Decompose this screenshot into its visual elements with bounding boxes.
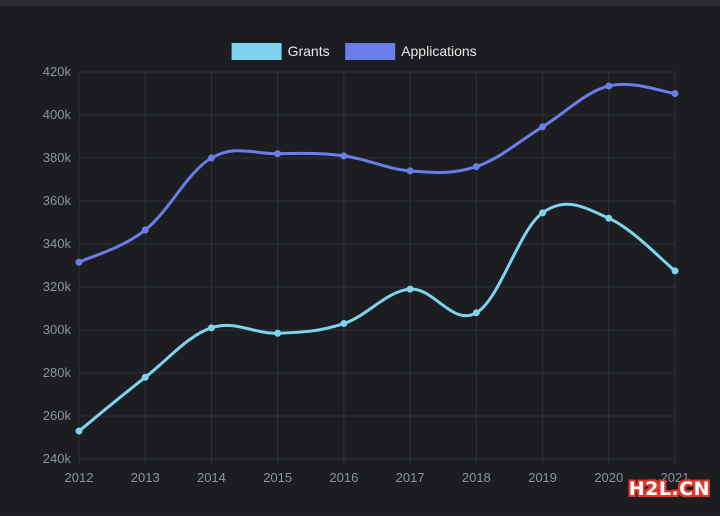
data-point-applications — [75, 258, 83, 266]
x-tick-label: 2017 — [396, 470, 425, 485]
y-tick-label: 240k — [43, 451, 72, 466]
x-tick-label: 2013 — [131, 470, 160, 485]
line-chart: Grants Applications 240k 260k 280k 300k 320k 3… — [43, 43, 690, 485]
data-point-grants — [340, 320, 348, 328]
axes: 240k 260k 280k 300k 320k 340k 360k 380k 400k 420k… — [43, 64, 690, 485]
data-point-grants — [605, 214, 613, 222]
legend-label-grants: Grants — [288, 43, 330, 59]
x-tick-label: 2018 — [462, 470, 491, 485]
x-tick-label: 2014 — [197, 470, 226, 485]
data-point-applications — [671, 90, 679, 97]
data-point-grants — [539, 209, 547, 217]
y-tick-label: 320k — [43, 279, 72, 294]
x-tick-label: 2020 — [594, 470, 623, 485]
y-tick-label: 280k — [43, 365, 72, 380]
legend: Grants Applications — [231, 43, 477, 60]
x-tick-label: 2015 — [263, 470, 292, 485]
data-point-applications — [539, 123, 547, 131]
data-point-applications — [274, 150, 282, 158]
watermark-logo: H2L.CN — [628, 478, 710, 500]
y-tick-label: 340k — [43, 236, 72, 251]
legend-swatch-applications — [345, 43, 396, 60]
data-point-applications — [605, 82, 613, 90]
x-tick-label: 2019 — [528, 470, 557, 485]
series — [75, 82, 679, 435]
y-tick-label: 420k — [43, 64, 72, 79]
series-line-applications — [77, 82, 677, 264]
data-point-grants — [207, 324, 215, 332]
data-point-applications — [472, 163, 480, 171]
data-point-grants — [274, 329, 282, 337]
data-point-applications — [406, 167, 414, 175]
data-point-grants — [472, 309, 480, 317]
x-tick-label: 2021 — [661, 470, 690, 485]
grid — [78, 71, 676, 465]
data-point-grants — [141, 373, 149, 381]
y-tick-label: 260k — [43, 408, 72, 423]
data-point-grants — [406, 285, 414, 293]
series-line-grants — [77, 202, 677, 433]
data-point-grants — [75, 427, 83, 435]
x-tick-label: 2012 — [65, 470, 94, 485]
data-point-applications — [207, 154, 215, 162]
y-tick-label: 380k — [43, 150, 72, 165]
data-point-applications — [340, 152, 348, 160]
y-tick-label: 400k — [43, 107, 72, 122]
x-tick-label: 2016 — [329, 470, 358, 485]
data-point-applications — [141, 226, 149, 234]
legend-label-applications: Applications — [401, 43, 477, 59]
legend-swatch-grants — [231, 43, 282, 60]
data-point-grants — [671, 267, 679, 275]
y-tick-label: 360k — [43, 193, 72, 208]
y-tick-label: 300k — [43, 322, 72, 337]
